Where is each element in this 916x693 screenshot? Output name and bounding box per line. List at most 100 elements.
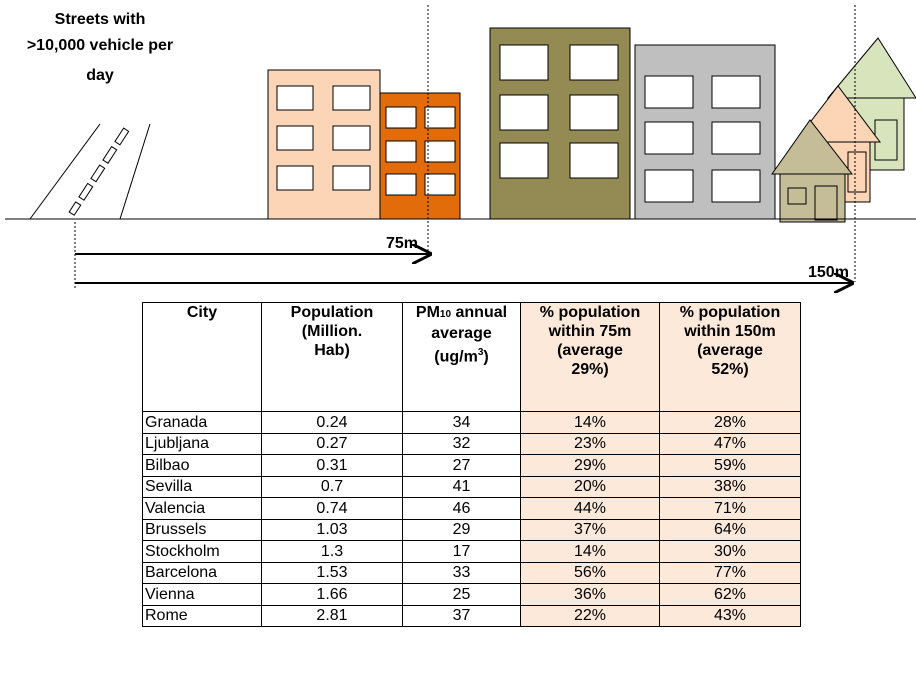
table-cell: 38% [659, 475, 801, 498]
houses [771, 37, 916, 223]
header-text: within 150m [684, 323, 776, 340]
header-cell: % population within 150m (average 52%) [659, 302, 801, 412]
table-cell: 1.66 [261, 583, 403, 606]
table-cell: 33 [402, 561, 521, 584]
table-cell: 32 [402, 432, 521, 455]
table-cell: 64% [659, 518, 801, 541]
street-label: Streets with [55, 11, 146, 28]
table-cell: Rome [142, 604, 262, 627]
table-cell: 29 [402, 518, 521, 541]
header-text: % population [539, 304, 641, 321]
header-row: City Population (Million. Hab) PM10 annual… [142, 302, 801, 412]
distance-guides [74, 5, 856, 290]
table-cell: 43% [659, 604, 801, 627]
table-cell: 47% [659, 432, 801, 455]
city-table: City Population (Million. Hab) PM10 annual… [142, 302, 801, 627]
header-text: 52%) [711, 361, 749, 378]
table-cell: 37 [402, 604, 521, 627]
header-text: ) [483, 348, 489, 366]
table-cell: 46 [402, 497, 521, 520]
table-cell: Sevilla [142, 475, 262, 498]
header-cell: City [142, 302, 262, 412]
distance-label: 75m [386, 235, 418, 252]
table-cell: 59% [659, 454, 801, 477]
table-cell: 56% [520, 561, 660, 584]
table-cell: Brussels [142, 518, 262, 541]
header-text: Hab) [314, 342, 350, 359]
building-gray [634, 44, 776, 220]
table-row: Barcelona 1.53 33 56% 77% [142, 561, 801, 584]
table-row: Ljubljana 0.27 32 23% 47% [142, 432, 801, 455]
table-cell: Stockholm [142, 540, 262, 563]
header-cell: % population within 75m (average 29%) [520, 302, 660, 412]
table-row: Sevilla 0.7 41 20% 38% [142, 475, 801, 498]
table-cell: Valencia [142, 497, 262, 520]
table-row: Brussels 1.03 29 37% 64% [142, 518, 801, 541]
table-cell: 1.53 [261, 561, 403, 584]
table-cell: Barcelona [142, 561, 262, 584]
table-cell: 62% [659, 583, 801, 606]
table-cell: 27 [402, 454, 521, 477]
table-cell: 23% [520, 432, 660, 455]
header-text: Population [290, 304, 374, 321]
header-text: % population [679, 304, 781, 321]
distance-label: 150m [808, 264, 849, 281]
table-cell: 28% [659, 411, 801, 434]
street-label: >10,000 vehicle per [27, 37, 173, 54]
table-cell: 22% [520, 604, 660, 627]
building-peach [267, 69, 381, 220]
table-row: Bilbao 0.31 27 29% 59% [142, 454, 801, 477]
table-cell: 0.27 [261, 432, 403, 455]
header-cell: PM10 annual average (ug/m3) [402, 302, 521, 412]
table-cell: 17 [402, 540, 521, 563]
table-cell: 37% [520, 518, 660, 541]
table-cell: 25 [402, 583, 521, 606]
road [29, 123, 151, 220]
table-cell: 44% [520, 497, 660, 520]
table-cell: 0.31 [261, 454, 403, 477]
header-text: 10 [439, 309, 452, 320]
table-cell: 34 [402, 411, 521, 434]
diagram: Streets with >10,000 vehicle per day 75m… [5, 5, 916, 300]
table-cell: 2.81 [261, 604, 403, 627]
table-cell: 71% [659, 497, 801, 520]
table-cell: 1.03 [261, 518, 403, 541]
street-label: day [86, 67, 114, 84]
table-cell: 36% [520, 583, 660, 606]
header-text: 3 [477, 347, 484, 358]
table-cell: 0.74 [261, 497, 403, 520]
table-cell: Granada [142, 411, 262, 434]
table-body: Granada 0.24 34 14% 28% Ljubljana 0.27 32 23% 47%… [142, 411, 801, 627]
table-cell: 41 [402, 475, 521, 498]
table-row: Rome 2.81 37 22% 43% [142, 604, 801, 627]
table-row: Vienna 1.66 25 36% 62% [142, 583, 801, 606]
table-cell: 14% [520, 411, 660, 434]
header-text: 29%) [571, 361, 609, 378]
header-text: PM [415, 304, 440, 321]
table-row: Valencia 0.74 46 44% 71% [142, 497, 801, 520]
table-cell: 20% [520, 475, 660, 498]
header-text: City [186, 304, 218, 321]
building-orange [379, 92, 461, 220]
table-cell: 29% [520, 454, 660, 477]
building-olive [489, 27, 631, 220]
table-cell: Ljubljana [142, 432, 262, 455]
header-cell: Population (Million. Hab) [261, 302, 403, 412]
table-cell: 0.24 [261, 411, 403, 434]
table-row: Stockholm 1.3 17 14% 30% [142, 540, 801, 563]
table-cell: 77% [659, 561, 801, 584]
header-text: (ug/m [434, 348, 478, 366]
table-cell: 30% [659, 540, 801, 563]
table-cell: Vienna [142, 583, 262, 606]
table-cell: Bilbao [142, 454, 262, 477]
header-text: (average [557, 342, 623, 359]
table-cell: 1.3 [261, 540, 403, 563]
header-text: annual [451, 304, 508, 321]
table-row: Granada 0.24 34 14% 28% [142, 411, 801, 434]
header-text: within 75m [548, 323, 632, 340]
header-text: average [431, 325, 492, 342]
header-text: (Million. [301, 323, 363, 340]
table-cell: 0.7 [261, 475, 403, 498]
table-cell: 14% [520, 540, 660, 563]
